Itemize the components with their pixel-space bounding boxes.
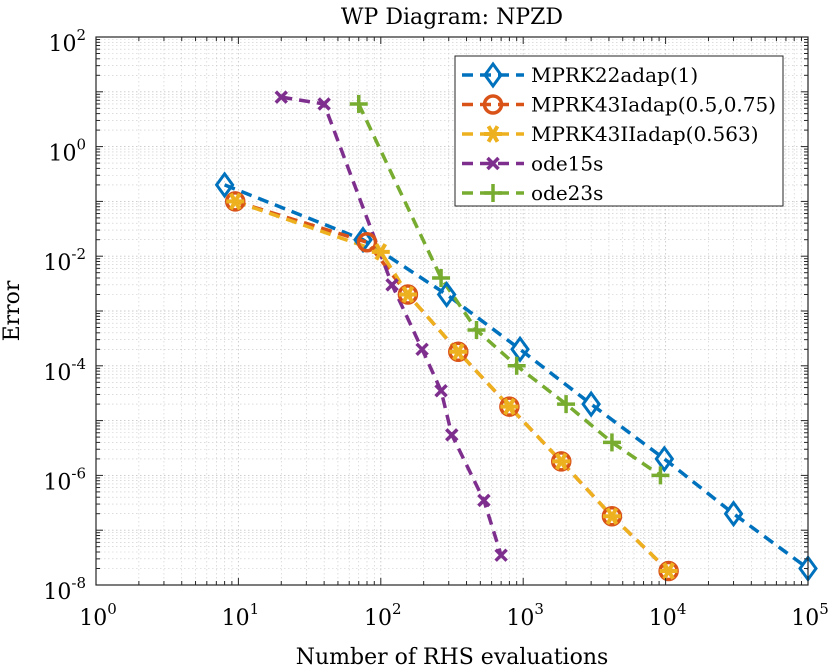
data-point <box>602 433 621 452</box>
data-point <box>510 335 530 363</box>
legend-entry: MPRK43Iadap(0.5,0.75) <box>462 93 776 117</box>
data-point <box>371 243 390 261</box>
data-point <box>557 395 576 414</box>
data-point <box>507 356 526 375</box>
data-point <box>494 548 508 562</box>
legend-entry: MPRK22adap(1) <box>462 61 698 89</box>
y-tick-label: 102 <box>48 26 86 57</box>
data-point <box>356 231 378 253</box>
data-point <box>723 500 744 528</box>
legend-label: ode15s <box>531 152 603 176</box>
data-point <box>659 562 678 580</box>
y-tick-label: 10-4 <box>43 355 86 386</box>
chart-title: WP Diagram: NPZD <box>341 5 563 30</box>
series-line-ode15s <box>281 95 503 556</box>
x-tick-label: 103 <box>506 600 544 631</box>
x-tick-label: 102 <box>364 600 402 631</box>
x-tick-label: 104 <box>649 600 687 631</box>
data-point <box>385 278 399 292</box>
legend-marker <box>483 61 503 89</box>
y-tick-label: 10-2 <box>43 245 86 276</box>
y-tick-label: 10-8 <box>43 574 86 605</box>
data-point <box>654 445 675 473</box>
data-point <box>500 397 519 416</box>
legend-box <box>454 55 784 207</box>
legend-marker <box>486 156 500 171</box>
data-point <box>581 390 601 418</box>
y-tick-labels: 10-8 10-6 10-4 10-2 100 102 <box>43 26 86 605</box>
x-tick-labels: 100 101 102 103 104 105 <box>79 600 829 631</box>
y-axis-label: Error <box>0 280 25 341</box>
data-point <box>445 428 459 442</box>
x-tick-label: 101 <box>222 600 260 631</box>
y-tick-label: 100 <box>48 136 86 167</box>
x-tick-label: 105 <box>791 600 829 631</box>
data-point <box>602 507 621 526</box>
legend-entry: ode15s <box>462 152 603 176</box>
data-point <box>434 384 448 398</box>
legend-label: MPRK22adap(1) <box>531 63 698 87</box>
data-point <box>432 269 451 288</box>
data-point <box>274 90 289 104</box>
data-point <box>449 343 468 361</box>
data-point <box>415 342 429 357</box>
data-point <box>214 171 235 199</box>
legend-entry: ode23s <box>462 181 603 205</box>
data-point <box>349 94 368 113</box>
legend-label: MPRK43Iadap(0.5,0.75) <box>531 93 776 117</box>
data-point <box>317 97 331 111</box>
legend-marker <box>484 125 502 143</box>
legend-label: MPRK43IIadap(0.563) <box>531 122 759 146</box>
data-point <box>552 452 571 471</box>
legend-entry: MPRK43IIadap(0.563) <box>462 122 759 146</box>
data-point <box>398 285 417 304</box>
x-axis-label: Number of RHS evaluations <box>296 645 609 667</box>
axis-ticks <box>95 36 809 586</box>
data-point <box>226 192 245 211</box>
series-layer <box>214 90 818 583</box>
x-tick-label: 100 <box>79 600 117 631</box>
data-point <box>651 466 670 485</box>
data-point <box>436 280 457 309</box>
legend-marker <box>484 184 502 202</box>
legend: MPRK22adap(1) MPRK43Iadap(0.5,0.75) MPRK43… <box>454 55 784 207</box>
y-tick-label: 10-6 <box>43 464 86 495</box>
legend-marker <box>482 94 504 115</box>
data-point <box>467 321 486 340</box>
data-point <box>477 493 491 508</box>
legend-label: ode23s <box>531 181 603 205</box>
